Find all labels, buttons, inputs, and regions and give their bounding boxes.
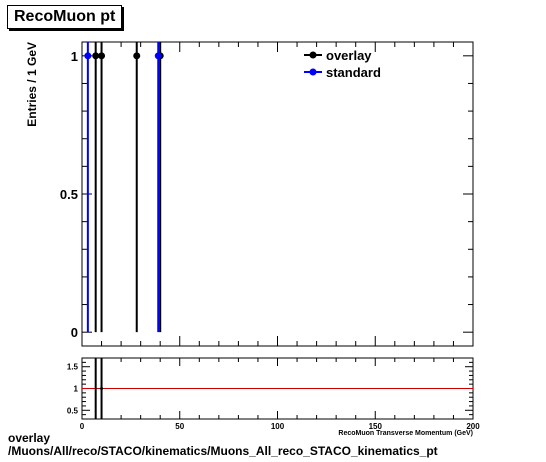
- main-panel: 0 0.5 1 Entries / 1 GeV overlay standard: [25, 41, 474, 347]
- standard-point: [84, 52, 92, 60]
- overlay-point: [92, 52, 100, 60]
- chart-title-text: RecoMuon pt: [14, 8, 116, 25]
- ratio-panel: 0 50 100 150 200 0.5 1 1.5 RecoMuon Transverse M…: [67, 357, 480, 437]
- overlay-point: [133, 52, 141, 60]
- legend-label-standard: standard: [326, 65, 381, 80]
- x-tick-label: 200: [466, 422, 480, 431]
- y-tick-label: 0: [71, 325, 78, 340]
- x-axis-label: RecoMuon Transverse Momentum (GeV): [338, 430, 473, 437]
- footer-caption: overlay /Muons/All/reco/STACO/kinematics…: [8, 432, 438, 458]
- x-tick-label: 0: [80, 422, 85, 431]
- footer-line-2: /Muons/All/reco/STACO/kinematics/Muons_A…: [8, 444, 438, 458]
- chart-title: RecoMuon pt: [7, 5, 123, 29]
- ratio-y-tick-label: 0.5: [67, 406, 79, 415]
- footer-line-1: overlay: [8, 431, 51, 445]
- plot-frame: [81, 41, 474, 347]
- x-tick-label: 150: [369, 422, 383, 431]
- overlay-point: [98, 52, 106, 60]
- ratio-y-tick-label: 1.5: [67, 363, 79, 372]
- legend-label-overlay: overlay: [326, 48, 372, 63]
- y-tick-label: 1: [71, 49, 78, 64]
- legend-marker-standard: [309, 68, 317, 76]
- x-tick-label: 50: [175, 422, 184, 431]
- ratio-y-tick-label: 1: [74, 385, 79, 394]
- y-axis-label: Entries / 1 GeV: [25, 42, 39, 127]
- x-tick-label: 100: [271, 422, 285, 431]
- ratio-point: [100, 387, 104, 390]
- standard-point: [154, 52, 162, 60]
- y-tick-label: 0.5: [60, 187, 78, 202]
- legend-marker-overlay: [309, 51, 317, 59]
